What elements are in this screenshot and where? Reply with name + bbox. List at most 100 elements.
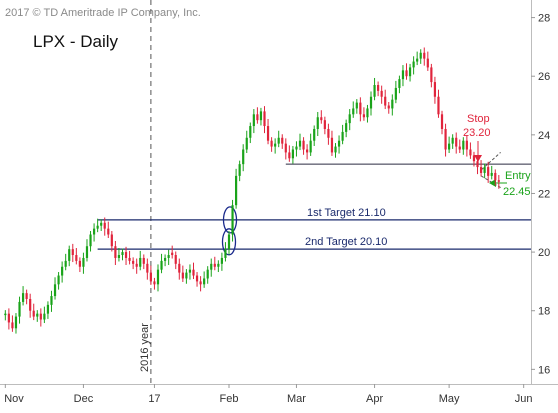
candle-body [185, 272, 188, 279]
candle-body [341, 131, 344, 141]
candle-body [114, 246, 117, 258]
candle-body [373, 85, 376, 97]
candle-body [433, 82, 437, 97]
candle-body [227, 234, 231, 250]
candle-body [423, 52, 426, 59]
y-tick-label: 28 [538, 13, 550, 25]
candle-body [100, 222, 103, 226]
candle-body [302, 140, 305, 150]
y-tick-label: 26 [538, 71, 550, 83]
candle-body [401, 70, 405, 80]
breakout-circle-2 [221, 228, 237, 256]
candle-body [288, 152, 291, 159]
candle-body [146, 263, 149, 273]
candle-body [32, 310, 35, 317]
candle-body [444, 128, 447, 150]
candle-body [46, 304, 50, 314]
candle-body [156, 269, 160, 285]
candle-body [224, 249, 227, 258]
candle-body [430, 67, 433, 83]
candle-body [419, 52, 422, 59]
candle-body [4, 313, 7, 316]
wedge-line-lower [480, 175, 501, 189]
candle-body [352, 108, 355, 115]
candle-body [391, 99, 394, 109]
annotation-labels: 2016 year 1st Target 21.10 2nd Target 20.1… [139, 113, 531, 372]
candle-body [497, 180, 500, 182]
candle-body [188, 269, 192, 273]
candle-body [21, 293, 25, 302]
candle-body [25, 293, 28, 299]
x-tick-label: Jun [515, 393, 533, 405]
candle-body [320, 117, 323, 121]
copyright-label: 2017 © TD Ameritrade IP Company, Inc. [5, 7, 201, 19]
candle-body [217, 263, 220, 267]
candle-body [277, 137, 280, 144]
candle-body [274, 143, 277, 147]
candle-body [483, 167, 486, 173]
candle-body [256, 114, 259, 121]
stop-value: 23.20 [463, 127, 491, 139]
entry-arrow-head [489, 179, 496, 187]
candle-body [366, 108, 369, 118]
x-tick-label: 17 [148, 393, 160, 405]
candle-body [334, 146, 337, 153]
candle-body [263, 111, 266, 127]
candle-body [181, 272, 184, 279]
candle-body [362, 114, 366, 118]
candle-body [359, 102, 362, 115]
candle-body [206, 269, 209, 279]
candle-body [174, 255, 177, 264]
breakout-circle-1 [222, 206, 238, 234]
target2-label: 2nd Target 20.10 [305, 236, 387, 248]
candle-body [85, 246, 89, 258]
candle-body [64, 260, 67, 267]
candle-body [369, 96, 373, 109]
candle-body [469, 149, 472, 156]
candle-body [249, 126, 252, 138]
candle-body [124, 252, 128, 258]
candle-body [149, 272, 152, 282]
candle-body [398, 79, 401, 88]
candle-body [416, 58, 419, 62]
candle-body [327, 128, 330, 138]
candle-body [448, 143, 451, 150]
entry-label: Entry [505, 170, 531, 182]
y-tick-label: 24 [538, 130, 550, 142]
candle-body [355, 102, 358, 109]
candle-body [78, 260, 81, 267]
candle-body [107, 228, 110, 235]
candle-body [440, 114, 444, 129]
candle-body [281, 137, 284, 144]
candle-body [245, 137, 248, 150]
candle-body [426, 58, 429, 68]
candle-body [7, 313, 10, 323]
candle-body [291, 149, 295, 159]
candle-body [309, 140, 312, 153]
candle-body [96, 225, 99, 229]
candle-body [71, 249, 74, 256]
y-tick-label: 16 [538, 364, 550, 376]
candle-body [465, 140, 468, 150]
candle-body [394, 87, 397, 100]
x-tick-label: May [439, 393, 460, 405]
candle-body [330, 137, 334, 153]
candle-body [57, 275, 60, 285]
candle-body [231, 205, 234, 235]
candle-body [337, 140, 341, 147]
candle-body [68, 249, 71, 261]
candle-body [348, 114, 351, 124]
candle-body [82, 257, 85, 267]
candle-body [345, 123, 348, 132]
candle-body [103, 222, 106, 229]
candle-body [377, 85, 380, 91]
candle-body [472, 155, 476, 162]
candle-body [195, 275, 199, 282]
x-tick-label: Dec [74, 393, 94, 405]
candle-body [479, 167, 483, 173]
candle-body [476, 161, 479, 168]
candle-body [121, 252, 124, 256]
candle-body [178, 263, 181, 273]
